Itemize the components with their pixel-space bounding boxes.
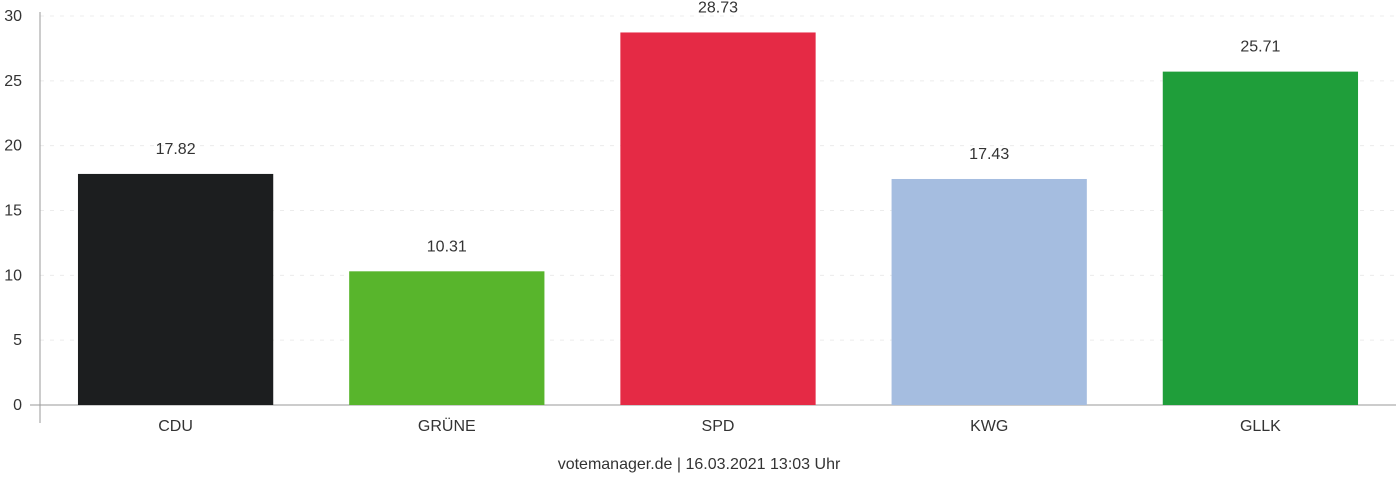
bars [77,32,1359,406]
bar-spd [620,32,816,406]
y-tick-label: 5 [13,332,22,349]
bar-cdu [77,173,274,405]
bar-kwg [891,178,1087,405]
y-tick-label: 0 [13,397,22,414]
x-tick-label: GRÜNE [418,417,476,435]
y-tick-label: 30 [4,8,22,25]
x-tick-label: GLLK [1240,418,1281,435]
data-label: 28.73 [698,0,738,16]
data-label: 17.43 [969,146,1009,163]
data-label: 25.71 [1240,39,1280,56]
data-label: 17.82 [156,141,196,158]
y-tick-label: 10 [4,267,22,284]
x-tick-label: SPD [702,418,735,435]
y-tick-label: 25 [4,73,22,90]
bar-grüne [349,271,545,405]
x-tick-label: KWG [970,418,1008,435]
y-tick-label: 20 [4,138,22,155]
source-footer: votemanager.de | 16.03.2021 13:03 Uhr [557,456,841,473]
labels: 17.82 CDU 10.31 GRÜNE 28.73 SPD 17.43 KWG 25.71 G… [156,0,1282,435]
x-tick-label: CDU [158,418,193,435]
y-tick-label: 15 [4,203,22,220]
bar-gllk [1162,71,1359,405]
data-label: 10.31 [427,238,467,255]
